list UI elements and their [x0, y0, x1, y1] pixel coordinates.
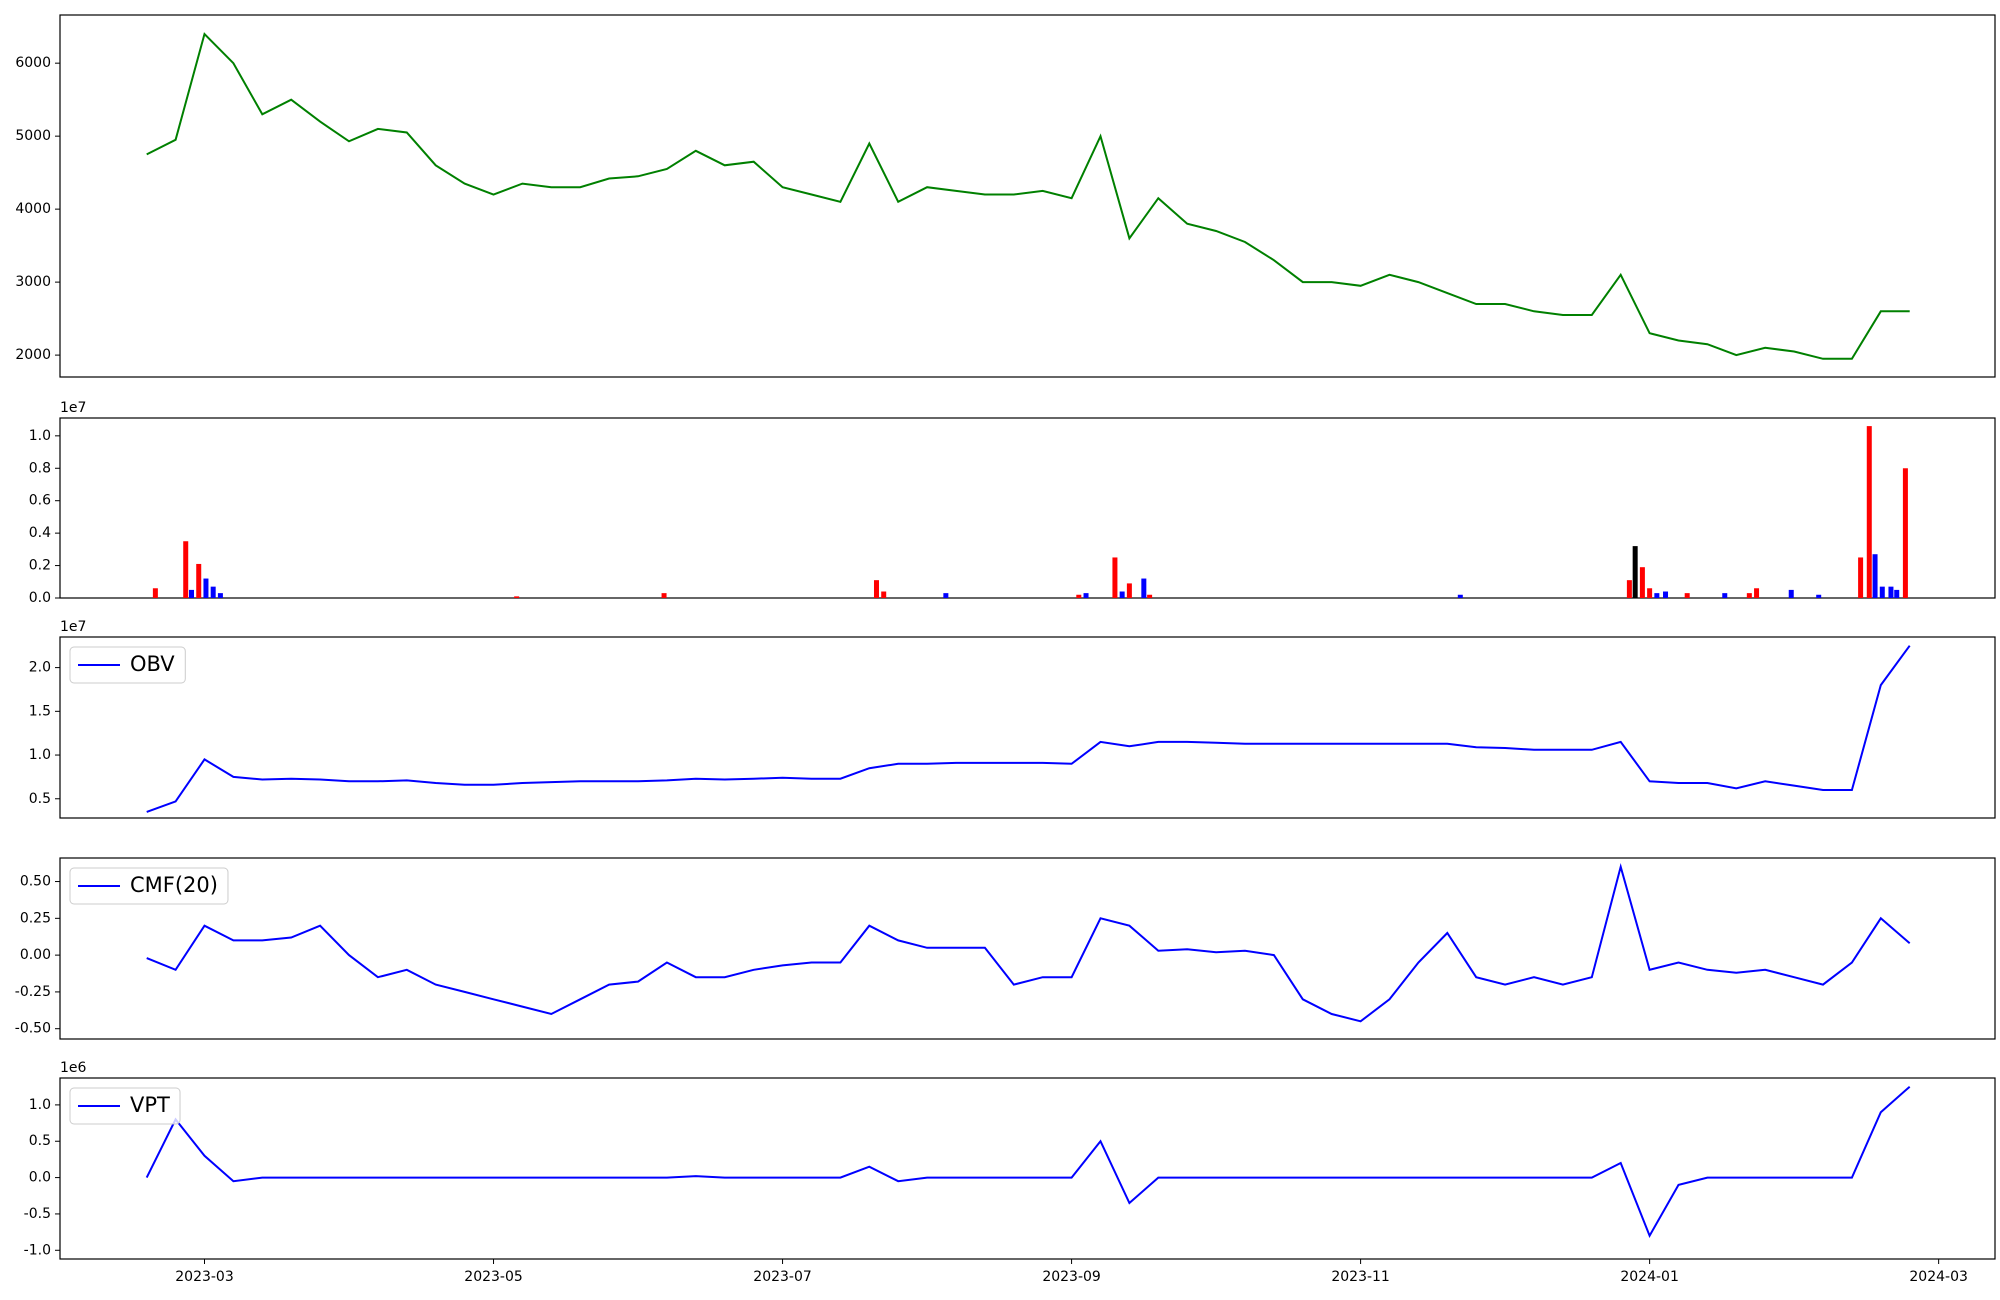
x-tick-label: 2024-01: [1620, 1269, 1679, 1285]
y-tick-label: -1.0: [24, 1242, 51, 1258]
bar: [1626, 580, 1632, 598]
plot-frame: [59, 14, 1996, 378]
bar: [514, 596, 520, 598]
y-tick-label: 1.5: [29, 703, 51, 719]
bar: [210, 586, 216, 598]
legend-label: OBV: [130, 652, 175, 676]
y-tick-label: 0.25: [20, 910, 51, 926]
offset-label: 1e6: [60, 1060, 87, 1076]
plot-frame: [59, 857, 1996, 1040]
y-tick-label: 0.5: [29, 791, 51, 807]
bar: [203, 578, 209, 598]
y-tick-label: 0.5: [29, 1133, 51, 1149]
bar: [1147, 594, 1153, 598]
legend-box: [69, 867, 229, 905]
bar: [1119, 591, 1125, 598]
y-tick-label: -0.5: [24, 1206, 51, 1222]
legend-label: VPT: [130, 1093, 170, 1117]
y-tick-label: 0.0: [29, 590, 51, 606]
bar: [1112, 557, 1118, 598]
bar: [1141, 578, 1147, 598]
bar: [1816, 594, 1822, 598]
y-tick-label: 0.2: [29, 558, 51, 574]
bar: [1663, 591, 1669, 598]
bar: [1872, 554, 1878, 598]
x-tick-label: 2023-03: [175, 1269, 234, 1285]
bar: [1788, 589, 1794, 598]
y-tick-label: 5000: [15, 128, 51, 144]
y-tick-label: 2000: [15, 347, 51, 363]
x-tick-label: 2023-09: [1042, 1269, 1101, 1285]
bar: [1879, 586, 1885, 598]
y-tick-label: 3000: [15, 274, 51, 290]
y-tick-label: 1.0: [29, 1097, 51, 1113]
plot-frame: [59, 417, 1996, 599]
bar: [1647, 588, 1653, 598]
bar: [1639, 567, 1645, 598]
plot-frame: [59, 1077, 1996, 1260]
y-tick-label: 1.0: [29, 747, 51, 763]
legend-label: CMF(20): [130, 873, 218, 897]
bar: [1126, 583, 1132, 598]
x-tick-label: 2023-07: [753, 1269, 812, 1285]
bar: [1684, 593, 1690, 598]
data-line: [146, 862, 1911, 1023]
bar: [1858, 557, 1864, 598]
y-tick-label: 6000: [15, 55, 51, 71]
y-tick-label: -0.50: [15, 1021, 51, 1037]
bar: [1654, 593, 1660, 598]
bar: [152, 588, 158, 598]
legend-box: [69, 1087, 181, 1125]
x-tick-label: 2023-11: [1331, 1269, 1390, 1285]
bar: [1632, 546, 1638, 598]
bar: [189, 589, 195, 598]
y-tick-label: 0.00: [20, 947, 51, 963]
bar: [881, 591, 887, 598]
y-tick-label: 0.6: [29, 493, 51, 509]
bar: [1902, 468, 1908, 598]
bar: [1083, 593, 1089, 598]
y-tick-label: 0.8: [29, 460, 51, 476]
bar: [1888, 586, 1894, 598]
bar: [217, 593, 223, 598]
x-tick-label: 2023-05: [464, 1269, 523, 1285]
bar: [1866, 426, 1872, 598]
data-line: [145, 1085, 1911, 1239]
bar: [1894, 589, 1900, 598]
bar: [1746, 593, 1752, 598]
bar: [196, 563, 202, 598]
data-line: [146, 32, 1910, 360]
y-tick-label: 0.4: [29, 525, 51, 541]
bar: [183, 541, 189, 598]
bar: [1754, 588, 1760, 598]
bar: [1722, 593, 1728, 598]
offset-label: 1e7: [60, 619, 86, 635]
y-tick-label: -0.25: [15, 984, 51, 1000]
data-line: [146, 645, 1911, 813]
plot-frame: [59, 636, 1996, 819]
offset-label: 1e7: [60, 400, 86, 416]
bar: [1076, 594, 1082, 598]
legend-box: [69, 646, 186, 684]
y-tick-label: 1.0: [29, 428, 51, 444]
bar: [661, 593, 667, 598]
y-tick-label: 2.0: [29, 660, 51, 676]
y-tick-label: 4000: [15, 201, 51, 217]
bar: [943, 593, 949, 598]
y-tick-label: 0.50: [20, 874, 51, 890]
bar: [873, 580, 879, 598]
bar: [1457, 594, 1463, 598]
x-tick-label: 2024-03: [1909, 1269, 1968, 1285]
y-tick-label: 0.0: [29, 1170, 51, 1186]
